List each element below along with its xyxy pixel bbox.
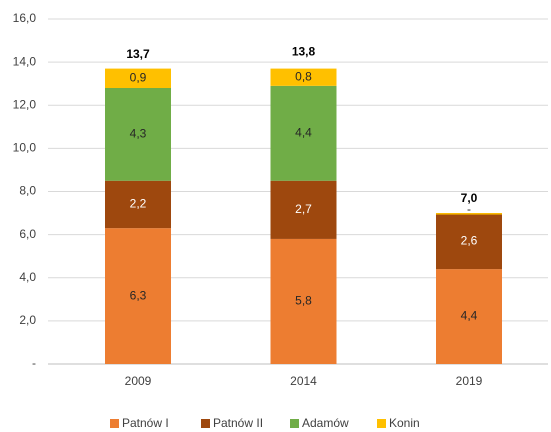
value-label: 2,2 bbox=[130, 197, 147, 211]
value-label: 0,9 bbox=[130, 70, 147, 84]
bar-segment bbox=[270, 85, 337, 181]
y-tick-label: 2,0 bbox=[19, 313, 36, 327]
value-label: - bbox=[467, 202, 471, 216]
y-tick-label: 8,0 bbox=[19, 184, 36, 198]
legend-label: Patnów I bbox=[122, 416, 169, 430]
y-tick-label: 12,0 bbox=[13, 97, 37, 111]
y-tick-label: 10,0 bbox=[13, 141, 37, 155]
x-tick-label: 2019 bbox=[456, 374, 483, 388]
legend-swatch bbox=[290, 419, 299, 428]
value-label: 4,4 bbox=[461, 309, 478, 323]
total-label: 13,7 bbox=[126, 47, 150, 61]
legend-swatch bbox=[201, 419, 210, 428]
y-tick-label: 6,0 bbox=[19, 227, 36, 241]
y-tick-label: - bbox=[32, 356, 36, 370]
bar-segment bbox=[270, 68, 337, 86]
bar-segment bbox=[105, 68, 171, 88]
bar-segment bbox=[270, 238, 337, 364]
legend-swatch bbox=[377, 419, 386, 428]
legend-label: Adamów bbox=[302, 416, 349, 430]
legend-swatch bbox=[110, 419, 119, 428]
value-label: 5,8 bbox=[295, 294, 312, 308]
y-tick-label: 16,0 bbox=[13, 11, 37, 25]
bar-segment bbox=[105, 180, 171, 229]
x-tick-label: 2014 bbox=[290, 374, 317, 388]
value-label: 6,3 bbox=[130, 288, 147, 302]
bar-segment bbox=[105, 228, 171, 364]
value-label: 4,4 bbox=[295, 125, 312, 139]
bar-segment bbox=[436, 213, 502, 215]
x-tick-label: 2009 bbox=[125, 374, 152, 388]
value-label: 0,8 bbox=[295, 69, 312, 83]
bar-segment bbox=[270, 180, 337, 239]
total-label: 7,0 bbox=[461, 191, 478, 205]
bar-segment bbox=[436, 213, 502, 270]
value-label: 2,6 bbox=[461, 233, 478, 247]
legend-label: Konin bbox=[389, 416, 420, 430]
total-label: 13,8 bbox=[292, 45, 316, 59]
bar-segment bbox=[436, 269, 502, 364]
y-tick-label: 14,0 bbox=[13, 54, 37, 68]
value-label: 2,7 bbox=[295, 202, 312, 216]
value-label: 4,3 bbox=[130, 127, 147, 141]
y-tick-label: 4,0 bbox=[19, 270, 36, 284]
bar-segment bbox=[105, 88, 171, 181]
legend-label: Patnów II bbox=[213, 416, 263, 430]
